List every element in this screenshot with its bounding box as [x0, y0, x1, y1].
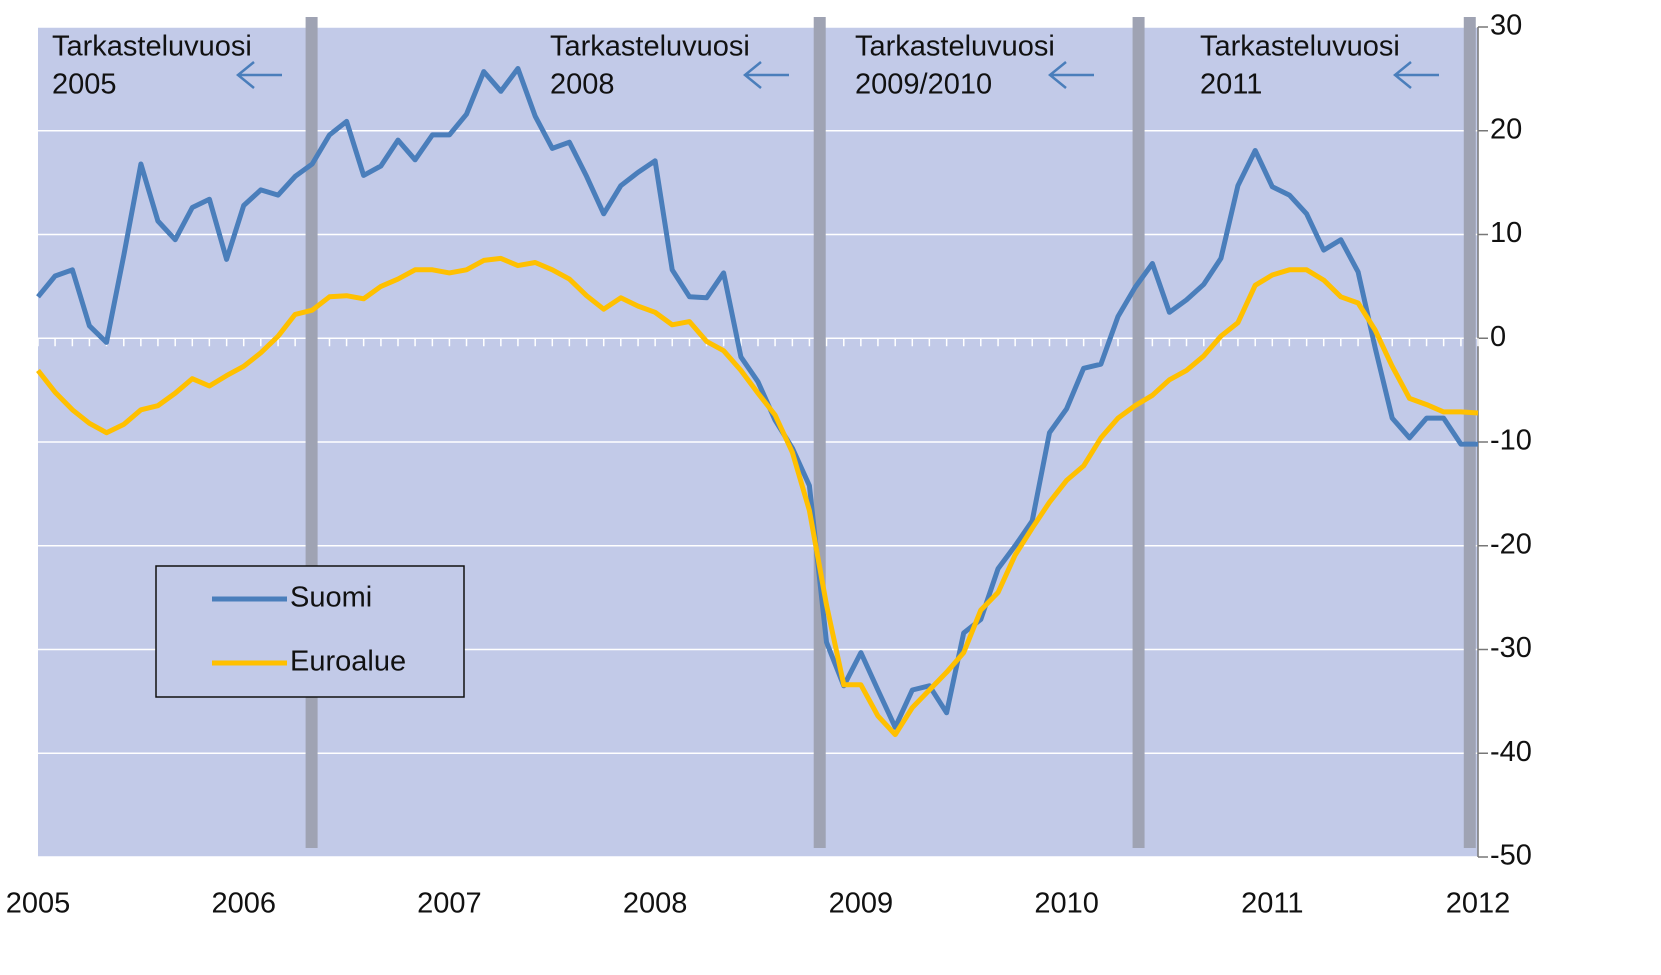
series-line [36, 255, 1479, 738]
annotation: 2011 [1200, 69, 1262, 101]
y-tick-label: -40 [1490, 736, 1532, 768]
y-tick-label: -30 [1490, 632, 1532, 664]
annotation-arrow [743, 61, 789, 89]
x-tick-label: 2012 [1446, 888, 1511, 920]
annotation: 2008 [550, 69, 615, 101]
legend-label: Euroalue [290, 646, 406, 678]
period-marker [1463, 17, 1476, 848]
annotation: Tarkasteluvuosi [52, 31, 252, 63]
x-tick-label: 2007 [417, 888, 482, 920]
annotation-arrow [1393, 61, 1439, 89]
y-tick-label: -50 [1490, 840, 1532, 872]
legend-label: Suomi [290, 582, 372, 614]
annotation: Tarkasteluvuosi [855, 31, 1055, 63]
period-marker [813, 17, 826, 848]
x-tick-label: 2009 [829, 888, 894, 920]
annotation: Tarkasteluvuosi [550, 31, 750, 63]
y-tick-label: -20 [1490, 528, 1532, 560]
annotation: 2005 [52, 69, 117, 101]
x-tick-label: 2011 [1241, 888, 1303, 920]
x-tick-label: 2005 [6, 888, 71, 920]
series-line [36, 66, 1478, 730]
annotation-arrow [236, 61, 282, 89]
period-marker [1132, 17, 1145, 848]
annotation: Tarkasteluvuosi [1200, 31, 1400, 63]
legend-box [155, 565, 465, 698]
period-marker [305, 17, 318, 848]
x-tick-label: 2010 [1034, 888, 1099, 920]
y-tick-label: 0 [1490, 321, 1506, 353]
y-tick-label: 20 [1490, 113, 1522, 145]
x-tick-label: 2008 [623, 888, 688, 920]
annotation-arrow [1048, 61, 1094, 89]
x-tick-label: 2006 [211, 888, 276, 920]
y-tick-label: 10 [1490, 217, 1522, 249]
annotation: 2009/2010 [855, 69, 992, 101]
y-tick-label: -10 [1490, 425, 1532, 457]
y-tick-label: 30 [1490, 10, 1522, 42]
